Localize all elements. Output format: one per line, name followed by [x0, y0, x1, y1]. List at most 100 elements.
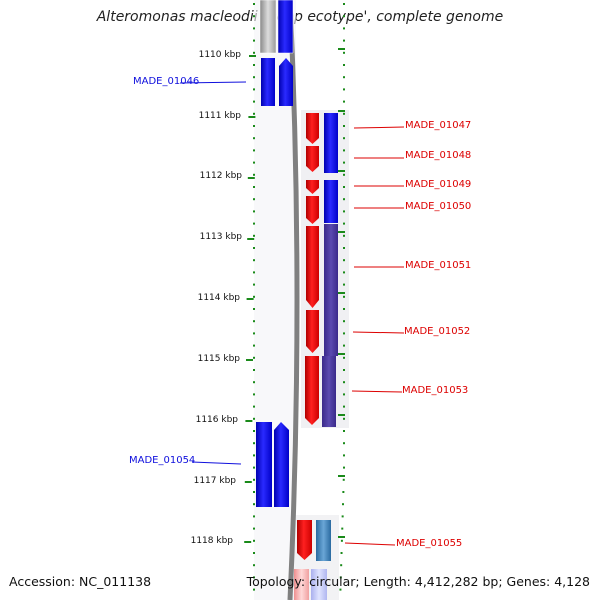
scale-tick [253, 527, 255, 530]
gene-made-01055-strand[interactable] [316, 520, 331, 561]
scale-tick [339, 588, 342, 591]
scale-tick [340, 539, 343, 542]
gene-made-01050[interactable] [306, 196, 319, 224]
gene-made-01054-reverse[interactable] [256, 422, 272, 507]
scale-tick [246, 359, 253, 361]
gene-label-made-01048[interactable]: MADE_01048 [405, 150, 472, 161]
scale-tick [343, 149, 345, 152]
scale-tick [343, 332, 345, 335]
scale-tick [253, 539, 255, 542]
gene-made-01047-strand[interactable] [324, 113, 338, 173]
gene-made-01053[interactable] [305, 356, 319, 425]
scale-tick [253, 454, 255, 457]
scale-tick [253, 515, 255, 518]
scale-label-1114: 1114 kbp [197, 293, 240, 303]
gene-label-made-01046[interactable]: MADE_01046 [133, 76, 200, 87]
scale-tick [253, 344, 255, 347]
scale-tick [253, 222, 255, 225]
gene-made-01051[interactable] [306, 226, 319, 308]
scale-tick [342, 491, 345, 493]
gene-made-01054-forward[interactable] [274, 422, 289, 507]
scale-tick [343, 161, 345, 164]
gene-fragment-top-blue[interactable] [277, 0, 294, 54]
gene-label-made-01049[interactable]: MADE_01049 [405, 179, 472, 190]
scale-tick [246, 298, 254, 300]
gene-made-01055[interactable] [297, 520, 312, 560]
scale-tick [343, 320, 345, 323]
scale-tick [253, 588, 255, 591]
scale-label-1116: 1116 kbp [195, 415, 238, 425]
gene-label-made-01055[interactable]: MADE_01055 [396, 538, 463, 549]
scale-tick [253, 15, 255, 18]
gene-made-01051-strand[interactable] [324, 224, 338, 356]
gene-made-01046-reverse[interactable] [261, 58, 275, 106]
leader-made-01054 [191, 461, 242, 465]
scale-tick [253, 173, 255, 176]
gene-fragment-top-grey[interactable] [259, 0, 277, 54]
gene-made-01049[interactable] [306, 180, 319, 194]
gene-fragment-bottom-blue[interactable] [311, 569, 327, 600]
gene-label-made-01047[interactable]: MADE_01047 [405, 120, 472, 131]
gene-label-made-01051[interactable]: MADE_01051 [405, 260, 472, 271]
scale-tick [341, 515, 344, 518]
leader-made-01046 [179, 81, 247, 84]
scale-tick [253, 417, 255, 420]
topology-text: Topology: circular; Length: 4,412,282 bp… [246, 574, 590, 589]
gene-made-01053-strand[interactable] [322, 356, 336, 427]
leader-made-01053 [351, 390, 403, 393]
scale-tick [343, 247, 345, 249]
scale-tick [253, 198, 255, 201]
scale-tick [253, 466, 255, 469]
scale-tick [253, 430, 255, 432]
scale-tick [253, 478, 255, 481]
scale-tick [343, 39, 345, 42]
leader-made-01052 [352, 331, 405, 334]
scale-label-1111: 1111 kbp [198, 111, 241, 121]
scale-tick [343, 430, 345, 432]
scale-tick [253, 576, 255, 579]
gene-label-made-01050[interactable]: MADE_01050 [405, 201, 472, 212]
scale-tick [343, 442, 345, 445]
leader-made-01047 [353, 126, 405, 129]
scale-tick [338, 48, 345, 50]
scale-tick [253, 51, 255, 54]
scale-tick [343, 112, 345, 115]
scale-tick [253, 234, 255, 237]
scale-tick [253, 283, 255, 286]
scale-tick [343, 381, 345, 384]
accession-text: Accession: NC_011138 [9, 574, 152, 589]
scale-tick [343, 76, 345, 79]
gene-fragment-bottom-red[interactable] [294, 569, 309, 600]
scale-tick [253, 3, 255, 5]
gene-label-made-01053[interactable]: MADE_01053 [402, 385, 469, 396]
scale-tick [338, 475, 345, 477]
scale-tick [343, 417, 345, 420]
scale-tick [253, 308, 255, 310]
scale-label-1110: 1110 kbp [198, 50, 241, 60]
scale-tick [253, 100, 255, 103]
scale-tick [245, 420, 253, 422]
scale-tick [343, 369, 345, 371]
scale-tick [343, 198, 345, 201]
scale-tick [253, 369, 255, 371]
scale-label-1118: 1118 kbp [190, 536, 233, 546]
genome-title: Alteromonas macleodii 'Deep ecotype', co… [96, 9, 504, 25]
scale-tick [343, 64, 345, 66]
gene-made-01048[interactable] [306, 146, 319, 172]
scale-tick [343, 100, 345, 103]
gene-made-01047[interactable] [306, 113, 319, 144]
gene-label-made-01052[interactable]: MADE_01052 [404, 326, 471, 337]
gene-label-made-01054[interactable]: MADE_01054 [129, 455, 196, 466]
gene-made-01049-strand[interactable] [324, 180, 338, 223]
gene-made-01052[interactable] [306, 310, 319, 353]
gene-made-01046-forward[interactable] [279, 58, 293, 106]
scale-tick [253, 332, 255, 335]
scale-tick [343, 234, 345, 237]
scale-tick [340, 564, 343, 567]
scale-tick [253, 64, 255, 66]
scale-tick [338, 110, 345, 112]
scale-tick [343, 283, 345, 286]
scale-tick [247, 238, 255, 240]
